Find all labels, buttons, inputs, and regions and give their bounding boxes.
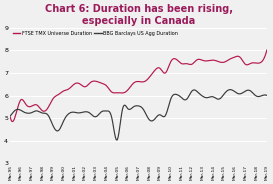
Line: FTSE TMX Universe Duration: FTSE TMX Universe Duration bbox=[10, 50, 267, 121]
BBG Barclays US Agg Duration bbox=[115, 139, 119, 141]
FTSE TMX Universe Duration bbox=[212, 59, 215, 61]
FTSE TMX Universe Duration bbox=[10, 120, 14, 123]
BBG Barclays US Agg Duration bbox=[212, 96, 215, 98]
BBG Barclays US Agg Duration bbox=[134, 105, 138, 107]
FTSE TMX Universe Duration bbox=[21, 99, 24, 101]
BBG Barclays US Agg Duration bbox=[11, 112, 14, 114]
BBG Barclays US Agg Duration bbox=[20, 110, 23, 112]
FTSE TMX Universe Duration bbox=[48, 104, 51, 106]
BBG Barclays US Agg Duration bbox=[94, 116, 97, 118]
FTSE TMX Universe Duration bbox=[9, 116, 12, 118]
BBG Barclays US Agg Duration bbox=[9, 115, 12, 117]
FTSE TMX Universe Duration bbox=[95, 80, 98, 83]
Line: BBG Barclays US Agg Duration: BBG Barclays US Agg Duration bbox=[10, 90, 267, 140]
Title: Chart 6: Duration has been rising,
especially in Canada: Chart 6: Duration has been rising, espec… bbox=[44, 4, 233, 26]
FTSE TMX Universe Duration bbox=[12, 119, 16, 121]
FTSE TMX Universe Duration bbox=[134, 81, 138, 83]
FTSE TMX Universe Duration bbox=[265, 49, 268, 51]
BBG Barclays US Agg Duration bbox=[47, 115, 50, 117]
BBG Barclays US Agg Duration bbox=[229, 89, 232, 91]
BBG Barclays US Agg Duration bbox=[265, 94, 268, 96]
Legend: FTSE TMX Universe Duration, BBG Barclays US Agg Duration: FTSE TMX Universe Duration, BBG Barclays… bbox=[13, 30, 179, 36]
